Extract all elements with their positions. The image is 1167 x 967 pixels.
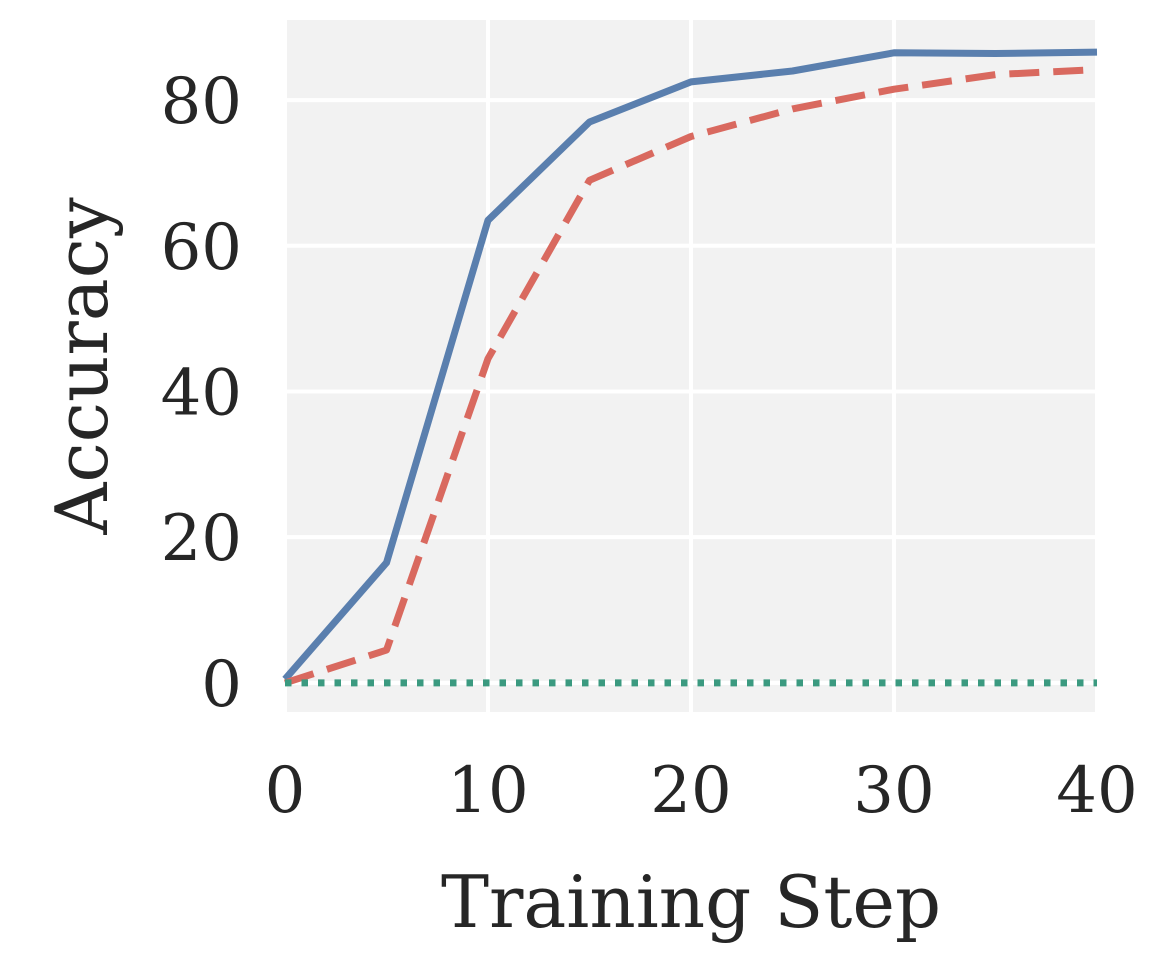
y-tick-labels: 0 20 40 60 80	[161, 65, 242, 722]
x-tick-labels: 0 10 20 30 40	[265, 754, 1138, 828]
x-tick-label-2: 20	[650, 754, 731, 828]
series-layer	[282, 48, 1098, 687]
x-tick-label-1: 10	[447, 754, 528, 828]
x-tick-label-4: 40	[1056, 754, 1137, 828]
y-tick-label-0: 0	[201, 648, 242, 722]
series-line-solid	[282, 48, 1098, 682]
y-tick-label-2: 40	[161, 356, 242, 430]
y-tick-label-3: 60	[161, 211, 242, 285]
y-axis-label: Accuracy	[40, 197, 124, 536]
y-tick-label-1: 20	[161, 502, 242, 576]
x-tick-label-0: 0	[265, 754, 306, 828]
y-tick-label-4: 80	[161, 65, 242, 139]
series-line-dashed	[283, 66, 1098, 687]
x-tick-label-3: 30	[853, 754, 934, 828]
x-axis-label: Training Step	[441, 860, 941, 944]
